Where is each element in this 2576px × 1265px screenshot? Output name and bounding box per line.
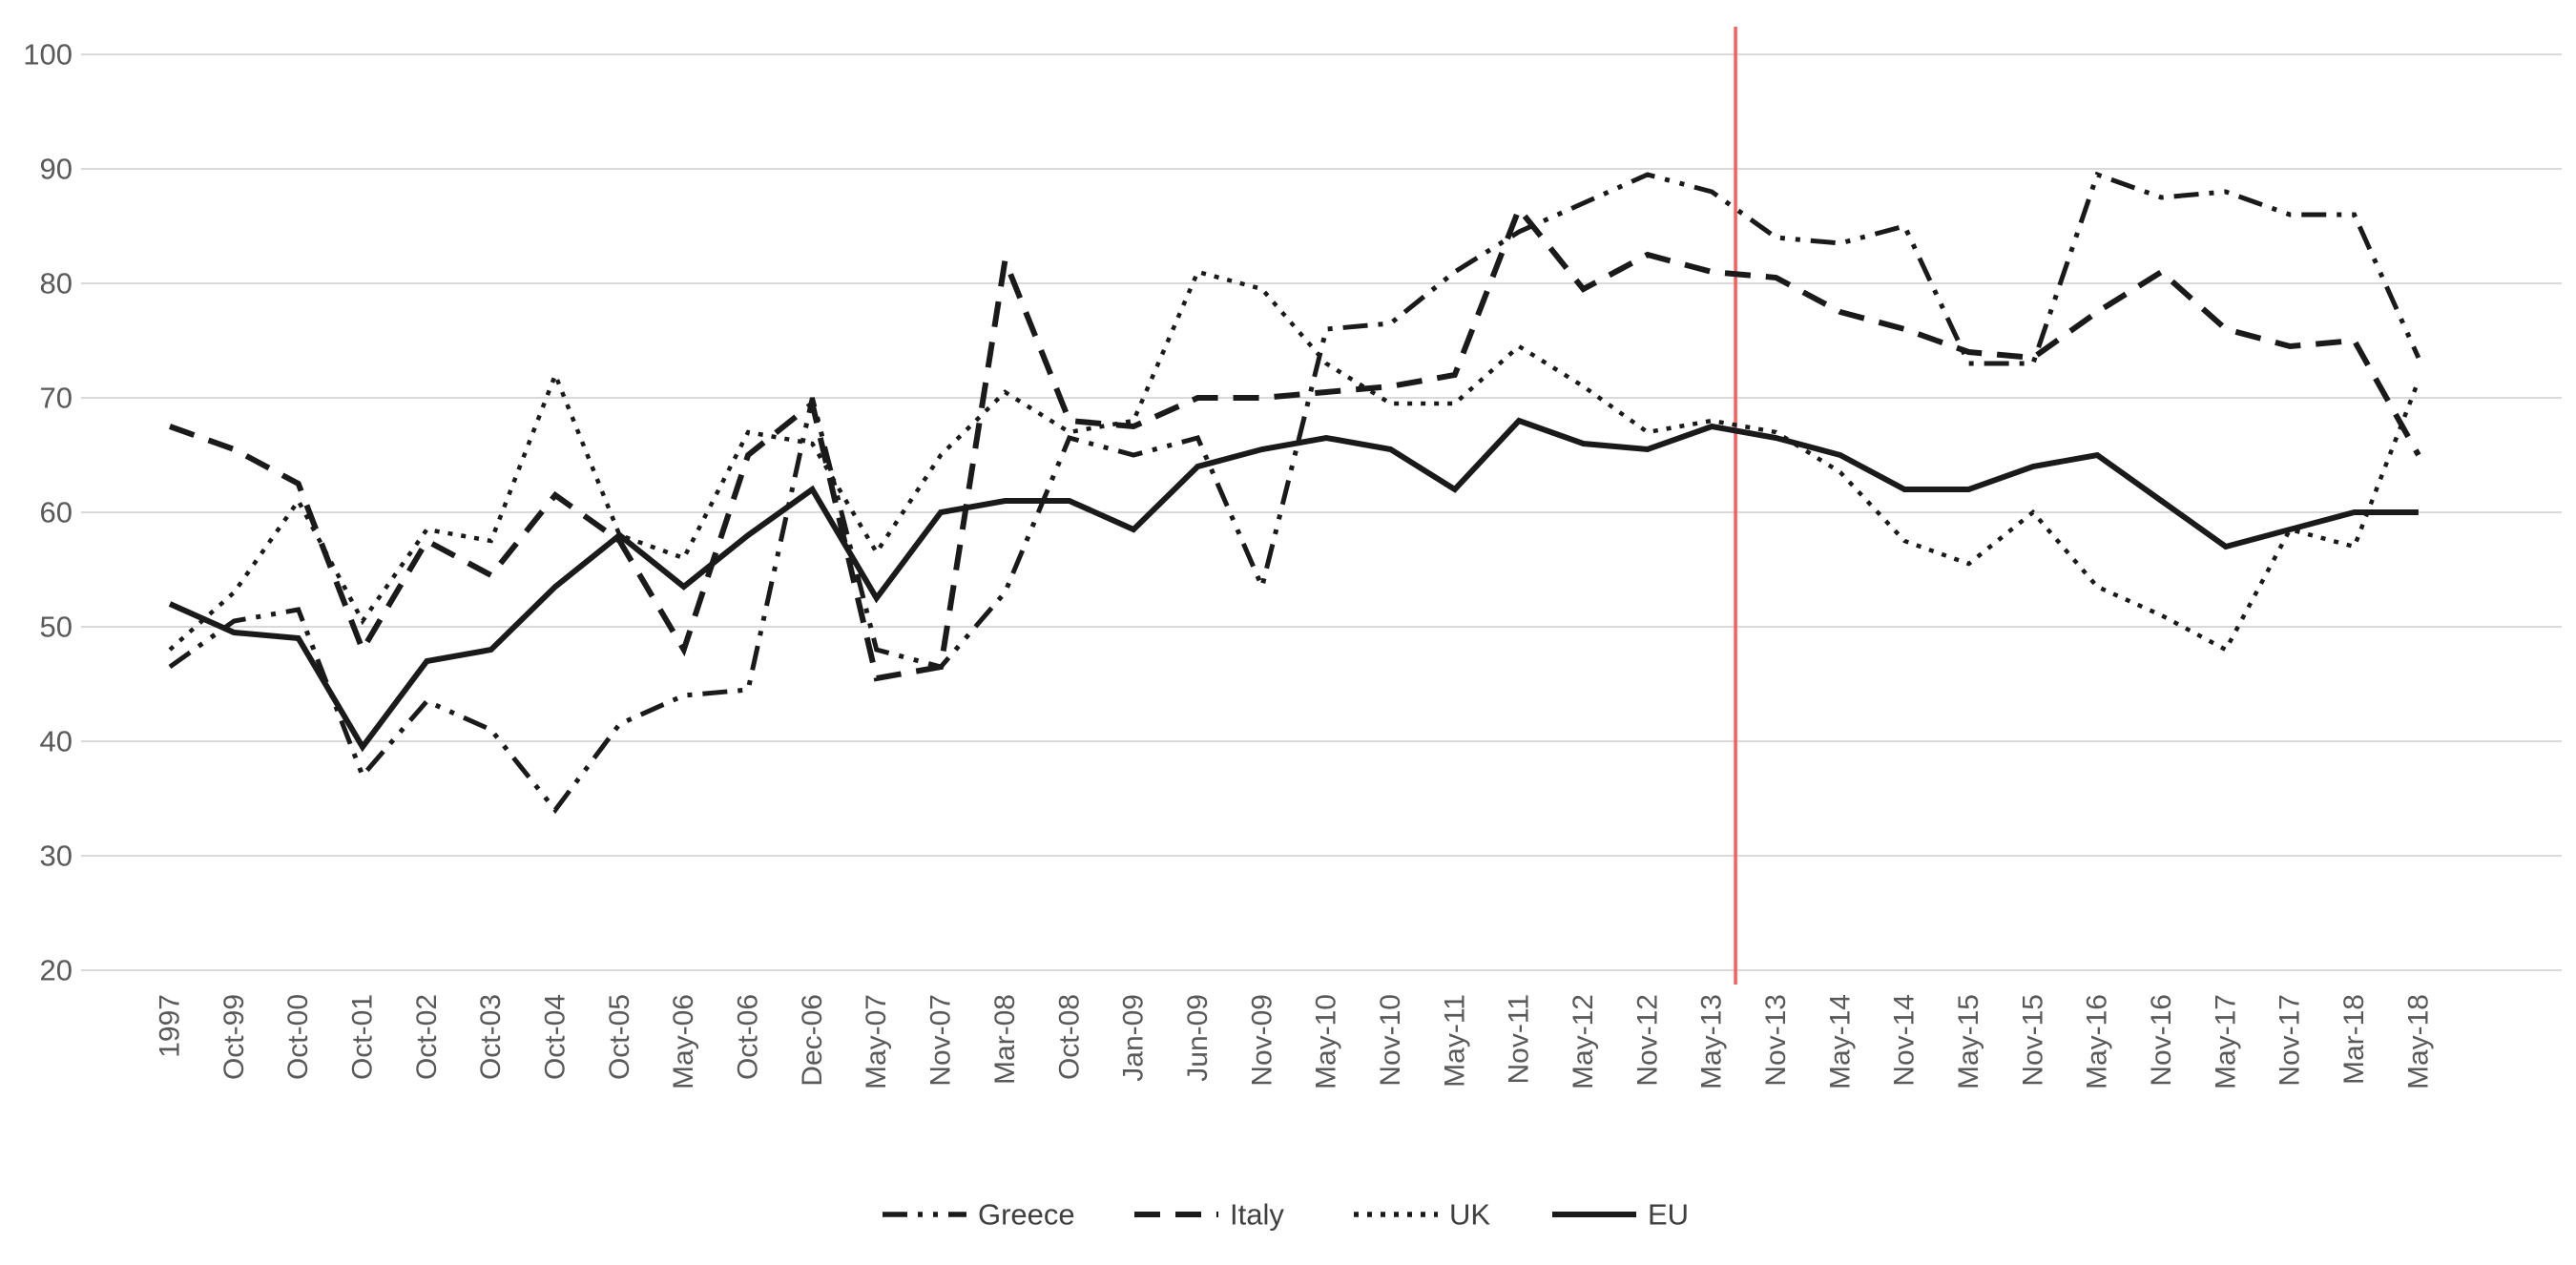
y-axis-tick-label: 90 — [40, 153, 73, 186]
y-axis-tick-label: 50 — [40, 611, 73, 644]
y-axis-tick-label: 40 — [40, 725, 73, 758]
legend-label-greece: Greece — [978, 1198, 1075, 1232]
x-axis-tick-label: May-06 — [668, 994, 699, 1089]
legend-label-uk: UK — [1449, 1198, 1490, 1232]
x-axis-tick-label: Mar-08 — [989, 994, 1021, 1085]
x-axis-tick-label: Oct-06 — [733, 994, 764, 1080]
series-line-italy — [168, 203, 2421, 682]
x-axis-tick-label: Nov-07 — [925, 994, 957, 1087]
x-axis-tick-label: Mar-18 — [2338, 994, 2370, 1085]
y-axis-tick-label: 60 — [40, 496, 73, 529]
x-axis-tick-label: Nov-17 — [2275, 994, 2306, 1087]
x-axis-tick-label: May-14 — [1824, 994, 1856, 1089]
x-axis-tick-label: Nov-14 — [1889, 994, 1921, 1087]
x-axis-tick-label: Nov-09 — [1246, 994, 1278, 1087]
x-axis-tick-label: Dec-06 — [797, 994, 828, 1087]
y-axis-tick-label: 100 — [23, 38, 73, 72]
legend-label-italy: Italy — [1230, 1198, 1284, 1232]
x-axis-tick-label: May-11 — [1439, 994, 1470, 1088]
x-axis-tick-label: May-13 — [1696, 994, 1728, 1089]
x-axis-tick-label: May-10 — [1311, 994, 1342, 1089]
x-axis-tick-label: May-15 — [1953, 994, 1984, 1089]
x-axis-tick-label: Oct-00 — [282, 994, 314, 1080]
y-axis-tick-label: 70 — [40, 382, 73, 415]
x-axis-tick-label: May-18 — [2402, 994, 2434, 1089]
x-axis-tick-label: Nov-15 — [2017, 994, 2048, 1087]
x-axis-tick-label: Jan-09 — [1118, 994, 1150, 1082]
y-axis-tick-label: 80 — [40, 267, 73, 301]
y-axis-tick-label: 20 — [40, 954, 73, 987]
x-axis-tick-label: May-07 — [861, 994, 892, 1089]
y-axis-tick-label: 30 — [40, 840, 73, 873]
x-axis-tick-label: Nov-13 — [1760, 994, 1792, 1087]
x-axis-tick-label: Oct-02 — [411, 994, 443, 1080]
x-axis-tick-label: Nov-12 — [1631, 994, 1663, 1087]
x-axis-tick-label: Jun-09 — [1182, 994, 1214, 1082]
series-line-eu — [168, 417, 2419, 753]
x-axis-tick-label: Oct-99 — [218, 994, 250, 1080]
x-axis-tick-label: May-12 — [1568, 994, 1599, 1089]
x-axis-tick-label: Oct-04 — [540, 994, 571, 1080]
x-axis-tick-label: Nov-10 — [1375, 994, 1406, 1087]
x-axis-tick-label: Oct-08 — [1053, 994, 1085, 1080]
x-axis-tick-label: Oct-01 — [347, 994, 379, 1080]
x-axis-tick-label: May-17 — [2210, 994, 2241, 1089]
x-axis-tick-label: 1997 — [155, 994, 186, 1058]
x-axis-tick-label: Oct-03 — [475, 994, 507, 1080]
series-line-greece — [168, 171, 2421, 815]
x-axis-tick-label: Nov-11 — [1504, 994, 1535, 1084]
legend-label-eu: EU — [1648, 1198, 1689, 1232]
x-axis-tick-label: Oct-05 — [604, 994, 635, 1080]
x-axis-tick-label: May-16 — [2082, 994, 2113, 1089]
x-axis-tick-label: Nov-16 — [2146, 994, 2177, 1087]
